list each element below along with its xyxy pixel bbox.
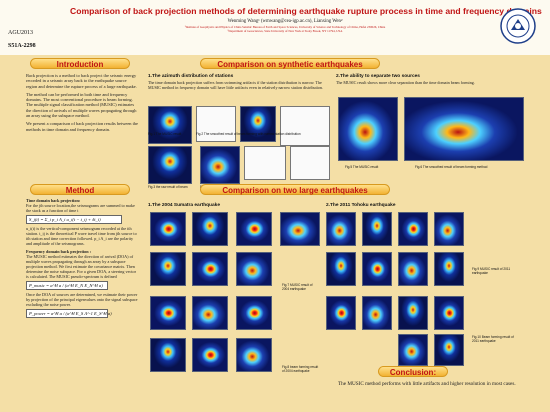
fig2-beam-forming-narrow	[240, 106, 276, 142]
authors: Wenming Wang¹ (wmwang@cea-igp.ac.cn), Li…	[227, 19, 343, 24]
power-equation: P_power = a^H a / (a^H E_S Λ^-1 E_S^H a)	[26, 309, 112, 318]
introduction-text: Back projection is a method to back proj…	[26, 73, 138, 135]
intro-paragraph-3: We present a comparison of back projecti…	[26, 121, 138, 132]
power-estimation-text: Once the DOA of sources are determined, …	[26, 292, 138, 307]
fig2-caption: Fig.2 The smoothed result of beam formin…	[196, 132, 301, 136]
fig7-frame-g	[236, 252, 272, 286]
frequency-domain-heading: Frequency domain back projection :	[26, 249, 91, 254]
fig8-frame-e	[192, 338, 228, 372]
fig8-frame-f	[236, 338, 272, 372]
poster-header: Comparison of back projection methods of…	[0, 0, 550, 55]
fig10-frame-e	[398, 334, 428, 366]
fig1-music-result	[148, 106, 192, 144]
fig7-frame-b	[192, 212, 228, 246]
fig10-frame-c	[398, 296, 428, 330]
fig10-caption: Fig.10 Beam forming result of 2011 earth…	[472, 335, 514, 343]
azimuth-text: The time domain back projection suffers …	[148, 80, 323, 90]
time-domain-notes: u_i(t) is the vertical-component seismog…	[26, 226, 137, 246]
intro-paragraph-1: Back projection is a method to back proj…	[26, 73, 137, 89]
fig9-frame-c	[398, 212, 428, 246]
fig8-caption: Fig.8 beam forming result of 2004 earthq…	[282, 365, 319, 373]
fig10-frame-a	[326, 296, 356, 330]
university-seal-logo	[500, 8, 536, 44]
fig7-caption: Fig.7 MUSIC result of 2004 earthquake	[282, 283, 313, 291]
fig2-station-map-b	[280, 106, 330, 146]
frequency-domain-text: The MUSIC method estimates the direction…	[26, 254, 137, 279]
session-code: S51A-2298	[8, 43, 36, 49]
large-earthquakes-banner: Comparison on two large earthquakes	[200, 184, 390, 195]
fig8-frame-c	[236, 296, 272, 330]
fig9-frame-d	[434, 212, 464, 246]
conclusion-banner: Conclusion:	[378, 366, 448, 377]
fig4-broad-station-map-b	[290, 146, 330, 180]
fig5-caption: Fig.5 The MUSIC result	[345, 165, 379, 169]
two-sources-heading: 2.The ability to separate two sources	[336, 74, 420, 79]
two-sources-text: The MUSIC result shows more clear separa…	[336, 80, 475, 85]
azimuth-heading: 1.The azimuth distribution of stations	[148, 74, 234, 79]
fig6-beam-two-sources	[404, 97, 524, 161]
conclusion-text: The MUSIC method performs with little ar…	[338, 381, 516, 387]
fig7-frame-e	[150, 252, 186, 286]
poster-title: Comparison of back projection methods of…	[70, 6, 542, 16]
fig10-frame-d	[434, 296, 464, 330]
fig9-frame-a	[326, 212, 356, 246]
fig7-frame-f	[192, 252, 228, 286]
fig6-caption: Fig.6 The smoothed result of beam formin…	[415, 165, 488, 169]
stack-equation: S_j(t) = Σ_i p_i A_i u_i(t − t_ij + δt_i…	[26, 215, 122, 224]
fig9-frame-h	[434, 252, 464, 286]
fig7-frame-a	[150, 212, 186, 246]
music-equation: P_music = a^H a / (a^H E_N E_N^H a)	[26, 281, 108, 290]
time-domain-text: For the jth source location,the seismogr…	[26, 203, 135, 213]
fig8-frame-d	[150, 338, 186, 372]
fig9-frame-e	[326, 252, 356, 286]
fig2-narrow-station-map	[196, 106, 236, 142]
fig9-frame-f	[362, 252, 392, 286]
time-domain-heading: Time domain back projection:	[26, 198, 81, 203]
fig10-frame-f	[434, 334, 464, 366]
fig1-caption: Fig.1 The MUSIC result	[148, 132, 182, 136]
intro-paragraph-2: The method can be performed in both time…	[26, 91, 137, 119]
fig9-frame-g	[398, 252, 428, 286]
sumatra-heading: 1.The 2004 Sumatra earthquake	[148, 203, 220, 208]
fig4-beam-broad-a	[200, 146, 240, 184]
affiliations: ¹Institute of Geophysics and Physics of …	[90, 25, 480, 33]
synthetic-banner: Comparison on synthetic earthquakes	[200, 58, 380, 69]
affiliation-2: ²Department of Geosciences, State Univer…	[227, 29, 343, 33]
tohoku-heading: 2.The 2011 Tohoku earthquake	[326, 203, 396, 208]
introduction-banner: Introduction	[30, 58, 130, 69]
fig7-frame-c	[236, 212, 272, 246]
fig3-caption: Fig.3 the raw result of beam	[148, 185, 188, 189]
fig7-frame-d	[280, 212, 320, 246]
method-banner: Method	[30, 184, 130, 195]
meeting-label: AGU2013	[8, 30, 33, 36]
method-text: Time domain back projection: For the jth…	[26, 198, 138, 320]
fig10-frame-b	[362, 296, 392, 330]
fig8-frame-a	[150, 296, 186, 330]
fig9-frame-b	[362, 212, 392, 246]
fig5-music-two-sources	[338, 97, 398, 161]
affiliation-1: ¹Institute of Geophysics and Physics of …	[184, 25, 386, 29]
fig4-broad-station-map	[244, 146, 286, 180]
fig9-caption: Fig.9 MUSIC result of 2011 earthquake	[472, 267, 511, 275]
fig8-frame-b	[192, 296, 228, 330]
fig3-raw-beam	[148, 146, 192, 184]
